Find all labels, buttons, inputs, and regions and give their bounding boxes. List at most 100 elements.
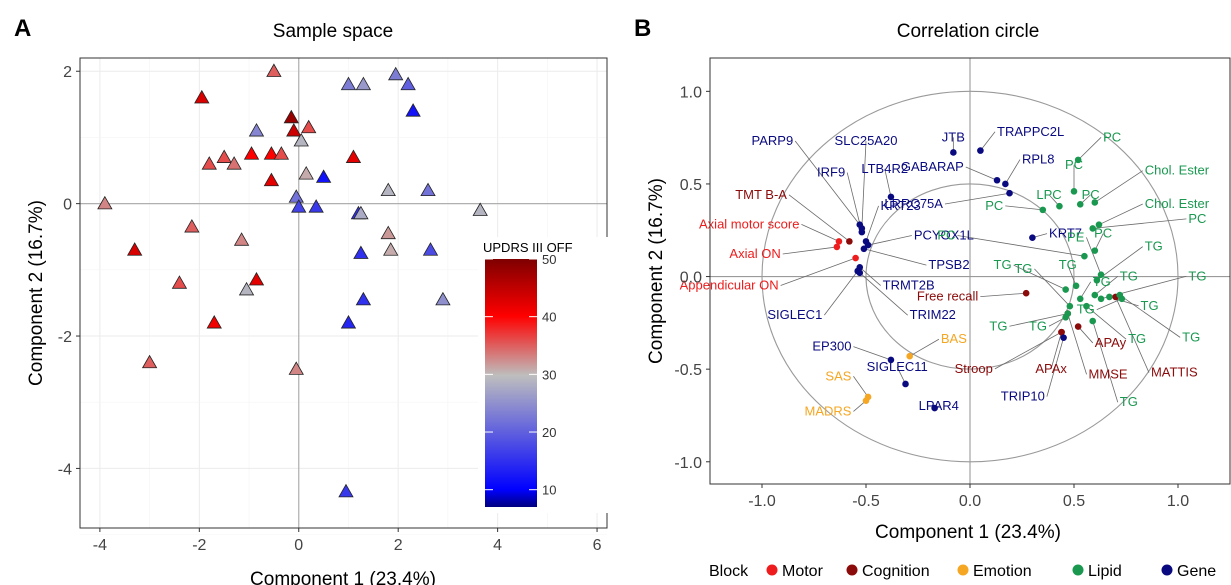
variable-label: TRIM22 bbox=[910, 307, 956, 322]
x-tick-label: 0.0 bbox=[959, 493, 981, 510]
leader-line bbox=[980, 131, 996, 151]
sample-triangle-point bbox=[380, 182, 396, 197]
variable-label: MATTIS bbox=[1151, 365, 1198, 380]
variable-label: SLC25A20 bbox=[835, 133, 898, 148]
variable-point bbox=[1076, 201, 1084, 208]
variable-point bbox=[1066, 302, 1074, 310]
sample-triangle-point bbox=[355, 291, 372, 306]
sample-triangle-point bbox=[420, 182, 436, 197]
variable-label: KRT7 bbox=[1049, 226, 1082, 241]
leader-line bbox=[865, 205, 879, 242]
variable-point bbox=[1116, 291, 1124, 299]
variable-point bbox=[852, 254, 859, 262]
colorbar-tick-label: 50 bbox=[542, 252, 556, 267]
leader-line bbox=[1077, 137, 1102, 161]
variable-point bbox=[1089, 317, 1097, 325]
x-tick-label: -4 bbox=[93, 537, 107, 554]
y-tick-label: 1.0 bbox=[680, 84, 702, 101]
sample-triangle-point bbox=[383, 242, 399, 256]
leader-line bbox=[1119, 294, 1181, 338]
sample-triangle-point bbox=[301, 119, 317, 134]
sample-triangle-point bbox=[353, 205, 369, 220]
leader-line bbox=[1096, 246, 1143, 281]
variable-label: PC bbox=[1188, 211, 1206, 226]
sample-triangle-point bbox=[355, 76, 372, 91]
leader-line bbox=[944, 192, 1010, 205]
variable-label: PC bbox=[1082, 187, 1100, 202]
legend-swatch-gene bbox=[1161, 564, 1173, 576]
leader-line bbox=[782, 246, 837, 255]
variable-label: SIGLEC11 bbox=[867, 359, 928, 374]
panel-a-label: A bbox=[14, 15, 31, 42]
variable-label: BAS bbox=[941, 331, 967, 346]
sample-triangle-point bbox=[315, 169, 332, 183]
variable-point bbox=[1056, 202, 1063, 210]
x-tick-label: 6 bbox=[593, 537, 602, 554]
leader-line bbox=[884, 168, 892, 197]
x-tick-label: -1.0 bbox=[748, 493, 776, 510]
correlation-circle-panel: B Correlation circle Axial motor score Ax… bbox=[634, 15, 1231, 580]
leader-line bbox=[824, 270, 858, 316]
leader-line bbox=[801, 224, 840, 242]
sample-triangle-point bbox=[288, 361, 304, 375]
block-legend: Block Motor Cognition Emotion Lipid Gene bbox=[709, 563, 1216, 580]
variable-label: TG bbox=[1145, 239, 1163, 254]
colorbar-ticks: 10 20 30 40 50 bbox=[485, 252, 556, 498]
legend-entry-label: Motor bbox=[782, 563, 824, 580]
variable-point bbox=[1091, 247, 1099, 254]
leader-line bbox=[788, 194, 850, 242]
leader-line bbox=[867, 235, 912, 246]
variable-label: LPC bbox=[1036, 187, 1061, 202]
variable-label: TG bbox=[1188, 268, 1206, 283]
x-tick-label: 1.0 bbox=[1167, 493, 1189, 510]
sample-triangle-point bbox=[226, 156, 242, 170]
sample-triangle-point bbox=[141, 354, 158, 369]
legend-entry-label: Emotion bbox=[973, 563, 1032, 580]
variable-label: Axial motor score bbox=[699, 216, 799, 231]
variable-point bbox=[1095, 221, 1103, 228]
variable-point bbox=[1081, 252, 1088, 260]
variable-point bbox=[1093, 276, 1101, 284]
sample-triangle-point bbox=[472, 202, 488, 216]
x-tick-label: -0.5 bbox=[852, 493, 880, 510]
variable-label: JTB bbox=[942, 129, 965, 144]
variable-point bbox=[1072, 282, 1080, 290]
sample-triangle-point bbox=[273, 146, 290, 160]
updrs-colorbar-legend: UPDRS III OFF 10 20 30 40 50 bbox=[478, 237, 614, 513]
variable-point bbox=[858, 228, 866, 236]
sample-triangle-point bbox=[171, 275, 188, 289]
variable-point bbox=[1006, 189, 1013, 197]
variable-label: Free recall bbox=[917, 289, 979, 304]
leader-line bbox=[1005, 159, 1021, 185]
variable-label: PC bbox=[985, 198, 1003, 213]
variable-label: TG bbox=[1093, 274, 1111, 289]
sample-triangle-point bbox=[194, 89, 210, 104]
sample-triangle-point bbox=[263, 172, 280, 187]
variable-label: Axial ON bbox=[729, 246, 780, 261]
variable-point bbox=[1062, 314, 1069, 321]
variable-label: PC bbox=[1065, 157, 1083, 172]
leader-line bbox=[859, 272, 908, 316]
variable-label: TG bbox=[1059, 257, 1077, 272]
variable-label: TRIP10 bbox=[1001, 389, 1045, 404]
variable-label: TG bbox=[1029, 318, 1047, 333]
variable-point bbox=[1022, 289, 1030, 297]
leader-line bbox=[1086, 305, 1127, 340]
variable-label: PCYOX1L bbox=[914, 228, 974, 243]
leader-line bbox=[1092, 218, 1187, 229]
legend-swatch-lipid bbox=[1072, 564, 1084, 576]
variable-label: Appendicular ON bbox=[680, 278, 779, 293]
leader-line bbox=[780, 257, 856, 286]
label-leader-lines bbox=[780, 131, 1187, 412]
sample-triangle-point bbox=[238, 281, 255, 296]
leader-line bbox=[1086, 237, 1102, 275]
variable-point bbox=[1070, 188, 1078, 195]
sample-space-panel: A Sample space -4 -2 0 2 4 6 -4 -2 0 2 Component … bbox=[14, 15, 614, 585]
panel-b-label: B bbox=[634, 15, 651, 42]
variable-point bbox=[1076, 295, 1084, 303]
panel-b-title: Correlation circle bbox=[897, 21, 1040, 42]
variable-label: TG bbox=[1014, 261, 1032, 276]
panel-a-title: Sample space bbox=[273, 21, 393, 42]
variable-label: Stroop bbox=[955, 361, 993, 376]
variable-label: TG bbox=[1128, 331, 1146, 346]
